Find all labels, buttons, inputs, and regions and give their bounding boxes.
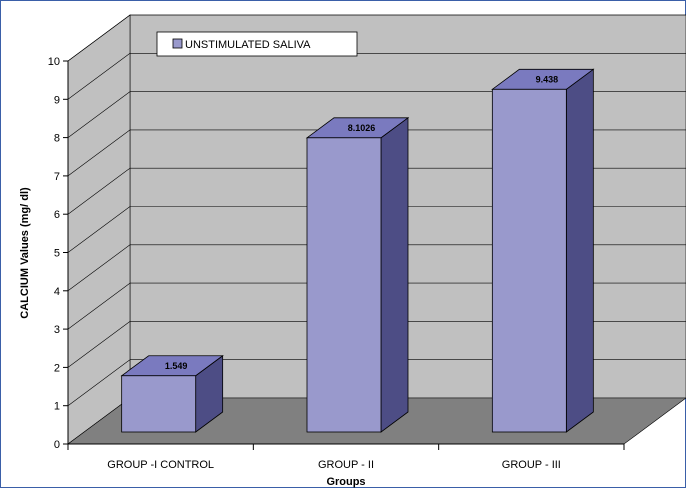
gridline-side bbox=[67, 91, 131, 138]
gridline-side bbox=[67, 282, 131, 330]
data-label: 1.549 bbox=[165, 361, 188, 371]
y-tick-label: 0 bbox=[54, 439, 60, 451]
y-tick-label: 7 bbox=[54, 171, 60, 183]
y-tick-label: 3 bbox=[54, 324, 60, 336]
gridline-side bbox=[67, 167, 131, 215]
y-tick-label: 10 bbox=[48, 56, 60, 68]
bar-side bbox=[380, 117, 409, 433]
y-tick-label: 8 bbox=[54, 133, 60, 145]
bar bbox=[306, 137, 382, 433]
y-tick-label: 1 bbox=[54, 401, 60, 413]
gridline-side bbox=[67, 14, 131, 62]
gridline-side bbox=[67, 321, 131, 368]
gridline-side bbox=[67, 206, 131, 253]
bars: 1.549 8.1026 9.438 bbox=[120, 68, 595, 433]
gridline-side bbox=[67, 129, 131, 177]
y-axis-title: CALCIUM Values (mg/ dl) bbox=[19, 187, 31, 319]
legend-swatch bbox=[172, 38, 183, 49]
y-tick-label: 4 bbox=[54, 286, 60, 298]
legend: UNSTIMULATED SALIVA bbox=[156, 31, 358, 57]
gridline-side bbox=[67, 244, 131, 292]
bar-side bbox=[565, 68, 594, 433]
x-axis-title: Groups bbox=[326, 476, 365, 488]
bar bbox=[491, 88, 567, 433]
y-tick-label: 9 bbox=[54, 94, 60, 106]
y-tick-label: 2 bbox=[54, 362, 60, 374]
y-tick-label: 5 bbox=[54, 248, 60, 260]
bar bbox=[121, 375, 197, 433]
y-tick-label: 6 bbox=[54, 209, 60, 221]
data-label: 9.438 bbox=[536, 74, 559, 84]
y-axis: 0 1 2 3 4 5 6 7 8 9 10 bbox=[48, 56, 69, 451]
x-tick-label: GROUP -I CONTROL bbox=[107, 459, 214, 471]
legend-series-name: UNSTIMULATED SALIVA bbox=[185, 39, 311, 51]
data-label: 8.1026 bbox=[348, 123, 376, 133]
gridline-side bbox=[67, 359, 131, 406]
x-axis: GROUP -I CONTROL GROUP - II GROUP - III bbox=[67, 443, 625, 471]
x-tick-label: GROUP - III bbox=[502, 459, 561, 471]
x-tick-label: GROUP - II bbox=[318, 459, 374, 471]
gridline-side bbox=[67, 53, 131, 100]
legend-box bbox=[156, 31, 358, 57]
